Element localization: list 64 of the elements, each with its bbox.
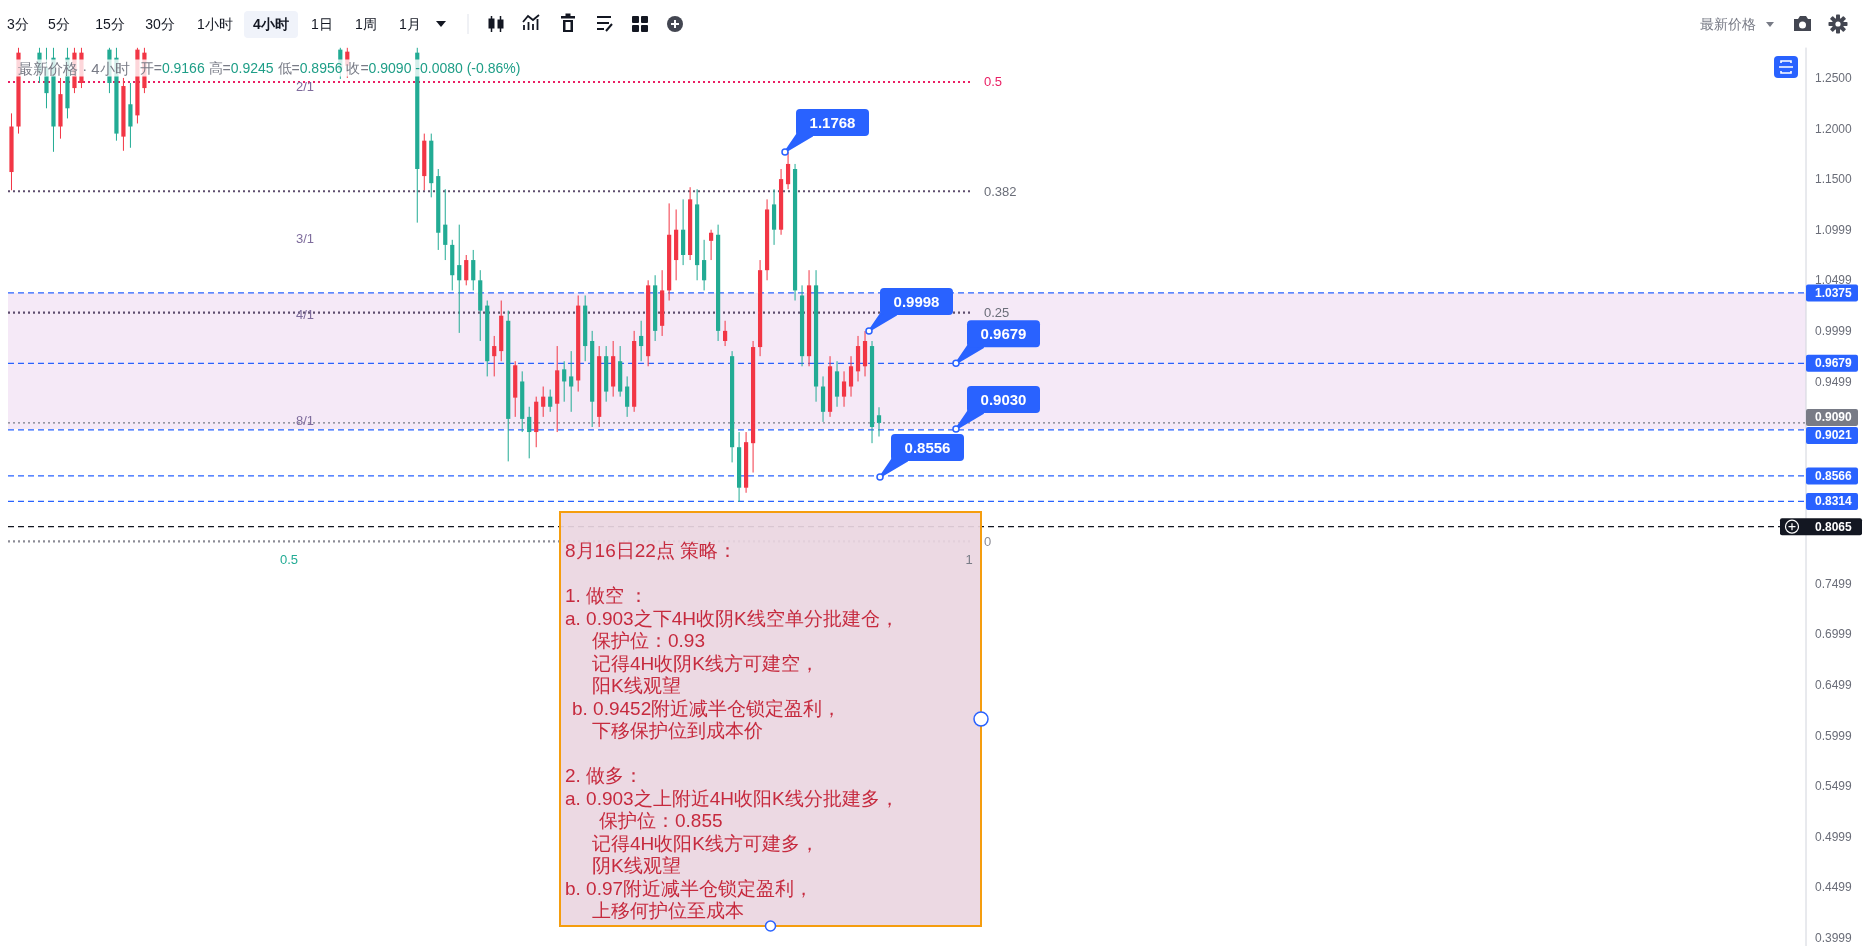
text: 1日: [311, 16, 333, 32]
text: 5分: [48, 16, 70, 32]
annotation: b. 0.97附近减半仓锁定盈利，: [565, 877, 814, 899]
annotation: 4/1: [295, 306, 315, 322]
annotation: 0.9998: [893, 293, 940, 310]
annotation: 保护位：0.855: [599, 810, 723, 831]
annotation: b. 0.9452附近减半仓锁定盈利，: [572, 697, 842, 719]
annotation: 阳K线观望: [592, 675, 681, 696]
y-tick-label: 0.4999: [1815, 829, 1853, 844]
annotation: 0.382: [984, 183, 1017, 199]
y-tick-label: 0.6999: [1815, 627, 1853, 642]
annotation: 0.5: [279, 551, 299, 567]
annotation: a. 0.903之上附近4H收阳K线分批建多，: [565, 787, 899, 809]
text: 3分: [7, 16, 29, 32]
y-tick-label: 1.2000: [1815, 121, 1853, 136]
annotation: 0: [984, 533, 992, 549]
ref-line-label: 0.8314: [1815, 494, 1853, 509]
annotation: 0.8556: [904, 438, 951, 456]
annotation: 0.9679: [980, 325, 1027, 343]
annotation: 保护位：0.93: [592, 630, 705, 651]
annotation: 1.1768: [809, 114, 856, 131]
annotation: 记得4H收阴K线方可建空，: [592, 652, 819, 674]
text: 15分: [95, 16, 125, 32]
ref-line-label: 1.0375: [1815, 285, 1853, 300]
annotation: 记得4H收阳K线方可建多，: [592, 832, 819, 854]
ref-line-label: 0.9021: [1815, 428, 1853, 443]
ref-line-label: 0.9090: [1815, 410, 1853, 425]
annotation: 1. 做空 ：: [565, 585, 649, 606]
annotation: 0.9030: [980, 391, 1027, 409]
text: 最新价格: [1700, 16, 1756, 32]
text: 开=0.9166 高=0.9245 低=0.8956 收=0.9090 -0.0080 (-0.86%): [139, 60, 521, 76]
annotation: 8月16日22点 策略：: [565, 540, 738, 561]
text: 1月: [399, 16, 421, 32]
y-tick-label: 1.0999: [1815, 222, 1853, 237]
annotation: a. 0.903之下4H收阴K线空单分批建仓，: [565, 607, 899, 629]
annotation: 2/1: [295, 78, 315, 94]
annotation: 0.25: [984, 305, 1010, 321]
annotation: 8/1: [295, 412, 315, 428]
annotation: 下移保护位到成本价: [592, 720, 763, 741]
y-tick-label: 1.2500: [1815, 70, 1853, 85]
y-tick-label: 0.3999: [1815, 931, 1853, 946]
y-tick-label: 0.5999: [1815, 728, 1853, 743]
y-tick-label: 1.0499: [1815, 273, 1853, 288]
text: 1周: [355, 16, 377, 32]
y-tick-label: 0.4499: [1815, 880, 1853, 895]
annotation: 2. 做多：: [565, 765, 644, 786]
text: 最新价格 · 4小时: [18, 59, 130, 77]
y-tick-label: 0.9499: [1815, 374, 1853, 389]
ref-line-label: 0.8065: [1815, 519, 1853, 534]
text: 30分: [145, 16, 175, 32]
annotation: 3/1: [295, 230, 315, 246]
ref-line-label: 0.9679: [1815, 356, 1853, 371]
text: 1小时: [197, 16, 233, 32]
text: 4小时: [253, 16, 289, 32]
annotation: 0.5: [984, 74, 1003, 90]
y-tick-label: 0.7499: [1815, 576, 1853, 591]
y-tick-label: 0.5499: [1815, 779, 1853, 794]
annotation: 1: [965, 551, 973, 567]
annotation: 阴K线观望: [592, 855, 681, 876]
y-tick-label: 1.1500: [1815, 172, 1853, 187]
ref-line-label: 0.8566: [1815, 468, 1853, 483]
y-tick-label: 0.6499: [1815, 678, 1853, 693]
annotation: 上移何护位至成本: [592, 900, 744, 921]
y-tick-label: 0.9999: [1815, 323, 1853, 338]
